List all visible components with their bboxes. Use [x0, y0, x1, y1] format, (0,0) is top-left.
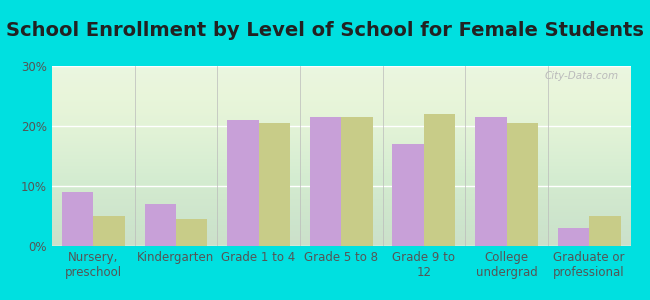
Bar	[589, 216, 621, 246]
Bar	[424, 114, 455, 246]
Bar	[393, 144, 424, 246]
Bar	[310, 117, 341, 246]
Bar	[176, 219, 207, 246]
Bar	[506, 123, 538, 246]
Bar	[144, 204, 176, 246]
Text: City-Data.com: City-Data.com	[545, 71, 619, 81]
Bar	[259, 123, 290, 246]
Text: School Enrollment by Level of School for Female Students: School Enrollment by Level of School for…	[6, 21, 644, 40]
Bar	[94, 216, 125, 246]
Bar	[227, 120, 259, 246]
Bar	[341, 117, 372, 246]
Bar	[62, 192, 94, 246]
Bar	[475, 117, 506, 246]
Bar	[558, 228, 589, 246]
